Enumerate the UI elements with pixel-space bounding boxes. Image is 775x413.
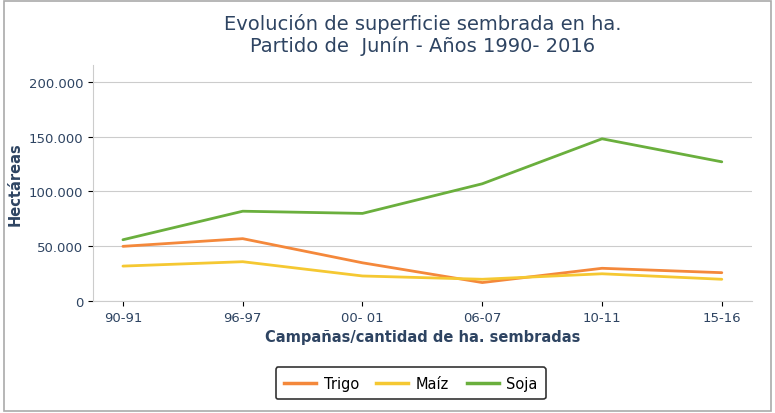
Title: Evolución de superficie sembrada en ha.
Partido de  Junín - Años 1990- 2016: Evolución de superficie sembrada en ha. … (224, 14, 621, 56)
Y-axis label: Hectáreas: Hectáreas (8, 142, 23, 225)
Legend: Trigo, Maíz, Soja: Trigo, Maíz, Soja (275, 367, 546, 399)
X-axis label: Campañas/cantidad de ha. sembradas: Campañas/cantidad de ha. sembradas (265, 330, 580, 345)
